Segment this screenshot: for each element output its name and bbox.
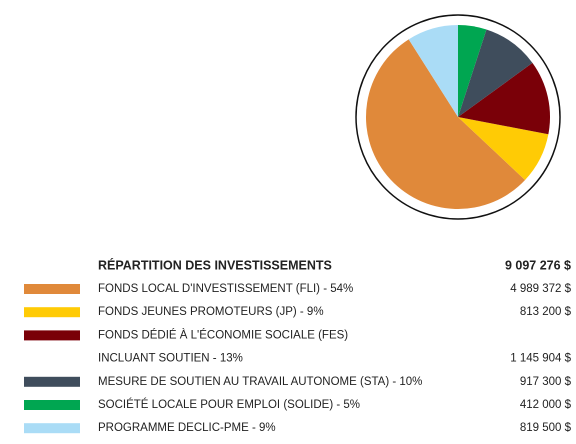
amount: 412 000 $ (520, 399, 572, 411)
legend-swatch (24, 307, 80, 318)
legend-swatch (24, 400, 80, 410)
legend-label: FONDS LOCAL D'INVESTISSEMENT (FLI) - 54% (98, 283, 353, 295)
amount: 4 989 372 $ (510, 283, 571, 295)
pie-slice (458, 29, 533, 117)
pie-slice (458, 62, 550, 135)
legend-label: INCLUANT SOUTIEN - 13% (98, 353, 243, 365)
amount: 813 200 $ (520, 306, 572, 318)
total: 9 097 276 $ (505, 258, 571, 272)
legend-label: FONDS DÉDIÉ À L'ÉCONOMIE SOCIALE (FES) (98, 328, 348, 341)
legend-label: PROGRAMME DECLIC-PME - 9% (98, 422, 276, 434)
amount: 819 500 $ (520, 422, 572, 434)
legend-label: SOCIÉTÉ LOCALE POUR EMPLOI (SOLIDE) - 5% (98, 398, 360, 411)
pie-slice (458, 25, 487, 117)
legend-swatch (24, 423, 80, 434)
pie-slice (458, 117, 549, 180)
pie-slice (408, 25, 458, 117)
legend-swatch (24, 330, 80, 341)
legend-swatch (24, 376, 80, 387)
amount: 917 300 $ (520, 376, 572, 388)
legend-swatch (24, 284, 80, 294)
legend-heading: RÉPARTITION DES INVESTISSEMENTS (98, 257, 332, 272)
legend-label: MESURE DE SOUTIEN AU TRAVAIL AUTONOME (S… (98, 376, 422, 388)
legend-label: FONDS JEUNES PROMOTEURS (JP) - 9% (98, 306, 324, 318)
amount: 1 145 904 $ (510, 353, 571, 365)
pie-slice (366, 39, 526, 210)
